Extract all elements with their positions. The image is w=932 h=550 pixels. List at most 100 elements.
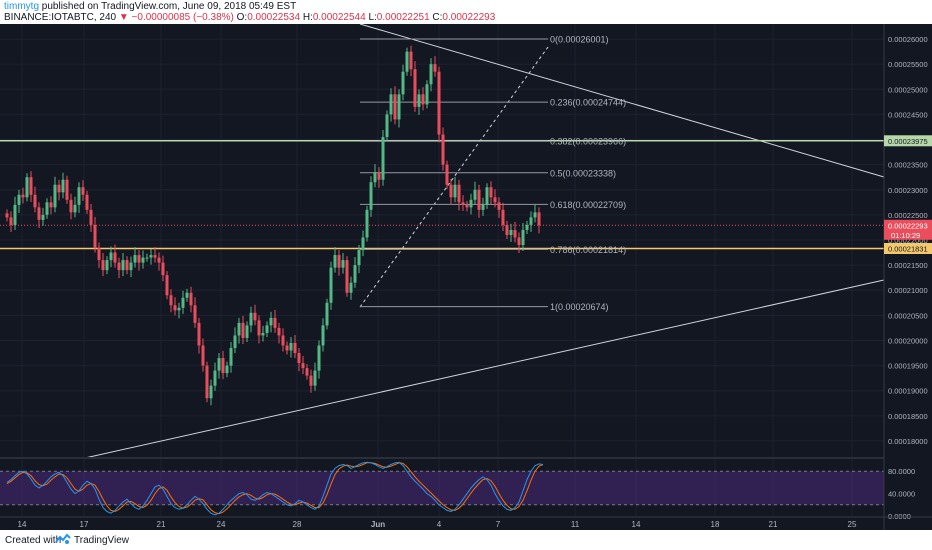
candle-body [413,69,417,107]
candle-body [529,217,533,225]
candle-body [81,187,85,195]
descending-trendline [359,23,885,178]
candle-body [365,209,369,238]
price-tick-label: 0.00019500 [888,362,928,371]
close-value: 0.00022293 [442,12,496,23]
candle-body [101,260,105,271]
candle-body [433,64,437,72]
trendlines [84,23,885,459]
price-axis: 0.00026000 0.00025500 0.00025000 0.00024500… [883,24,932,530]
candle-body [297,353,301,364]
candle-body [65,179,69,200]
chart-area[interactable]: 0(0.00026001) 0.236(0.00024744) 0.382(0.00… [0,23,932,530]
high-label: H: [302,12,313,23]
stochastic-pane [0,457,884,516]
change-value: −0.00000085 (−0.38%) [131,12,234,23]
candle-body [229,348,233,366]
price-tick-label: 0.00023000 [888,186,928,195]
publish-text: published on TradingView.com, June 09, 2… [41,1,297,12]
support-price-tag [884,242,932,254]
candle-body [377,172,381,180]
candle-body [341,260,345,268]
candle-body [385,114,389,138]
candle-body [153,255,157,258]
candle-body [381,137,385,180]
grid-lines [0,24,884,516]
candle-body [369,182,373,210]
low-label: L: [368,12,377,23]
candle-body [533,212,537,218]
candle-body [265,325,269,333]
time-axis: 14 17 21 24 28 Jun 4 7 11 14 18 21 25 [0,516,932,529]
time-tick-label: 17 [80,520,89,529]
candle-body [221,358,225,374]
candle-body [93,224,97,248]
candle-body [213,370,217,386]
candle-body [53,184,57,208]
time-tick-label: 25 [848,520,857,529]
candle-body [269,317,273,326]
candle-body [273,317,277,328]
candle-body [281,335,285,346]
candle-body [41,214,45,220]
candle-body [525,224,529,230]
stoch-tick-label: 80.0000 [888,467,915,476]
candle-body [333,255,337,268]
author-link[interactable]: timmytg [4,1,39,12]
candle-body [425,84,429,105]
candle-body [389,94,393,115]
candle-body [161,262,165,276]
candle-body [501,209,505,225]
candle-body [285,345,289,351]
candle-body [485,187,489,205]
candle-body [317,345,321,371]
candle-body [89,209,93,225]
price-tick-label: 0.00021000 [888,286,928,295]
candle-body [405,51,409,72]
candle-body [461,202,465,205]
candle-body [337,255,341,268]
candle-body [349,282,353,293]
time-tick-label: 14 [18,520,27,529]
candle-body [205,365,209,399]
price-chart[interactable]: 0(0.00026001) 0.236(0.00024744) 0.382(0.00… [0,23,932,530]
candle-body [17,194,21,205]
fib-level-label: 0.618(0.00022709) [550,200,626,210]
tradingview-logo-icon[interactable] [55,533,71,548]
time-tick-label: 28 [293,520,302,529]
tradingview-brand[interactable]: TradingView [74,535,130,546]
candle-body [181,297,185,308]
candle-body [49,202,53,208]
candle-body [301,363,305,369]
candle-body [497,202,501,210]
ascending-trendline [84,279,885,459]
candle-body [37,207,41,220]
fib-retracement: 0(0.00026001) 0.236(0.00024744) 0.382(0.00… [360,35,626,312]
resistance-price-tag [884,135,932,147]
close-label: C: [432,12,443,23]
candle-body [477,189,481,210]
candle-body [57,184,61,193]
candle-body [165,275,169,296]
price-tick-label: 0.00018500 [888,412,928,421]
candle-body [521,229,525,246]
support-price-label: 0.00021831 [888,244,928,253]
candle-body [113,252,117,263]
candle-body [509,229,513,235]
price-tick-label: 0.00019000 [888,387,928,396]
candle-body [225,365,229,374]
fib-level-label: 0.236(0.00024744) [550,98,626,108]
candle-body [449,184,453,198]
candle-body [69,199,73,213]
time-tick-label: 7 [496,520,501,529]
candle-body [329,267,333,303]
candle-body [149,255,153,258]
candle-body [193,305,197,323]
candle-body [437,71,441,135]
candle-body [401,71,405,95]
candle-body [397,94,401,120]
candle-body [353,265,357,283]
open-label: O: [236,12,248,23]
candle-body [169,295,173,306]
